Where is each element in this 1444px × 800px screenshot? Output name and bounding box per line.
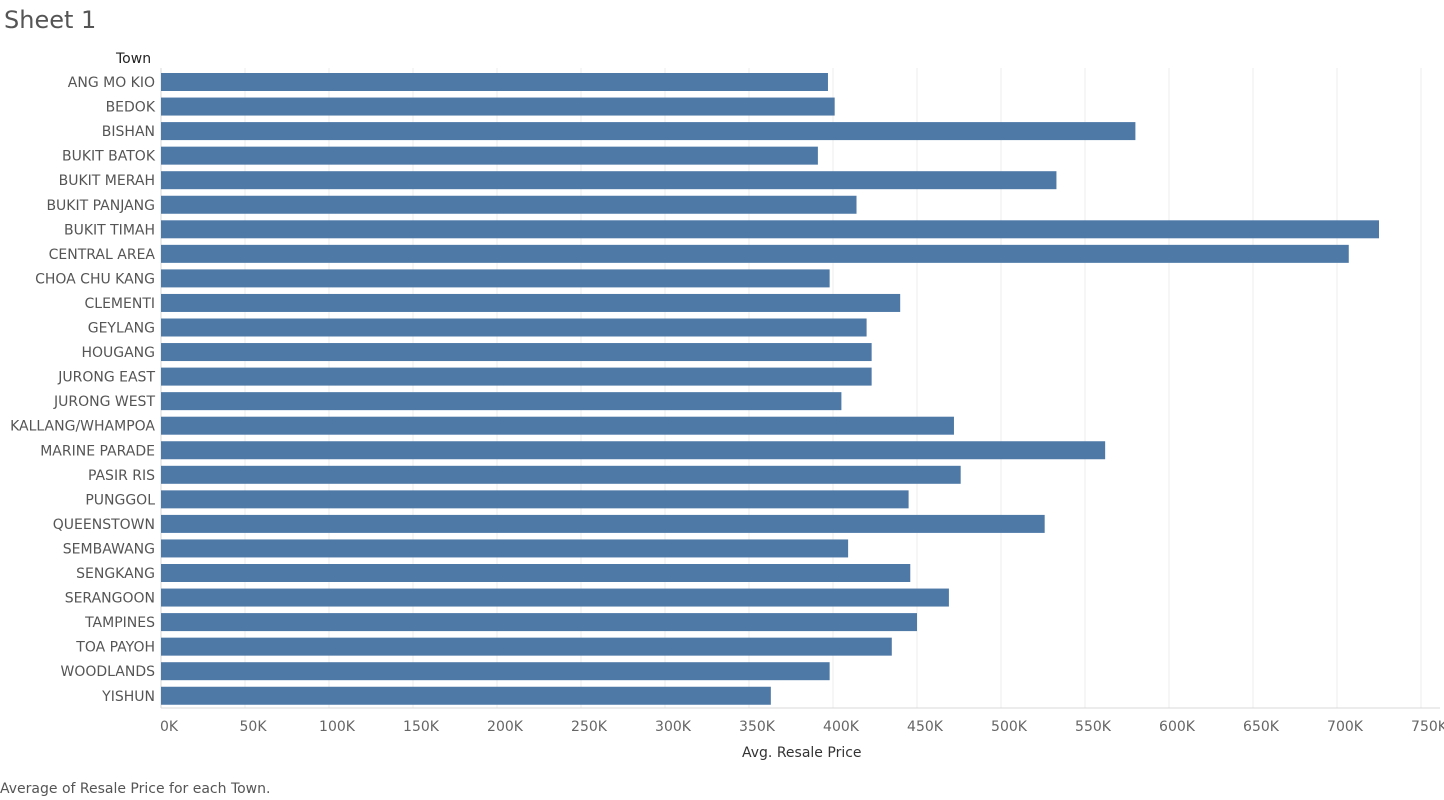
town-label: JURONG EAST <box>57 370 155 386</box>
bar[interactable] <box>161 293 901 312</box>
x-tick-label: 700K <box>1327 719 1364 735</box>
bars <box>161 73 1379 705</box>
bar[interactable] <box>161 416 954 435</box>
x-axis-ticks: 0K 50K 100K 150K 200K 250K 300K 350K 400K 450K 500… <box>160 719 1444 735</box>
town-label: BUKIT BATOK <box>62 149 156 165</box>
town-label: CLEMENTI <box>85 296 156 312</box>
bar[interactable] <box>161 343 872 362</box>
x-tick-label: 600K <box>1159 719 1196 735</box>
x-tick-label: 350K <box>739 719 776 735</box>
bar[interactable] <box>161 564 911 582</box>
x-tick-label: 450K <box>907 719 944 735</box>
town-label: SERANGOON <box>65 591 155 607</box>
bar[interactable] <box>161 122 1136 141</box>
town-label: MARINE PARADE <box>40 443 155 459</box>
town-label: SEMBAWANG <box>63 541 155 557</box>
town-labels: ANG MO KIO BEDOK BISHAN BUKIT BATOK BUKIT ME… <box>10 75 156 705</box>
bar[interactable] <box>161 588 949 607</box>
town-label: TAMPINES <box>84 615 155 631</box>
bar[interactable] <box>161 686 771 705</box>
bar[interactable] <box>161 146 818 165</box>
bar[interactable] <box>161 465 961 484</box>
bar[interactable] <box>161 269 830 288</box>
town-label: JURONG WEST <box>53 394 155 410</box>
bar[interactable] <box>161 613 917 632</box>
bar[interactable] <box>161 171 1057 190</box>
town-label: ANG MO KIO <box>68 75 155 91</box>
bar[interactable] <box>161 514 1045 533</box>
bar[interactable] <box>161 662 830 681</box>
town-label: KALLANG/WHAMPOA <box>10 419 155 435</box>
x-tick-label: 250K <box>571 719 608 735</box>
town-label: GEYLANG <box>88 321 155 337</box>
town-label: BISHAN <box>102 124 155 140</box>
bar[interactable] <box>161 244 1349 263</box>
caption: Average of Resale Price for each Town. <box>0 781 271 797</box>
bar[interactable] <box>161 441 1106 460</box>
town-label: BUKIT PANJANG <box>46 198 155 214</box>
x-tick-label: 750K <box>1411 719 1444 735</box>
x-tick-label: 400K <box>823 719 860 735</box>
x-tick-label: 0K <box>160 719 179 735</box>
bar[interactable] <box>161 195 857 214</box>
bar[interactable] <box>161 73 828 91</box>
x-tick-label: 650K <box>1243 719 1280 735</box>
x-tick-label: 200K <box>487 719 524 735</box>
x-axis-title: Avg. Resale Price <box>742 745 862 761</box>
x-tick-label: 50K <box>240 719 268 735</box>
town-label: HOUGANG <box>81 345 155 361</box>
town-label: PASIR RIS <box>88 468 155 484</box>
sheet-title: Sheet 1 <box>4 6 97 34</box>
bar[interactable] <box>161 392 842 411</box>
town-label: BUKIT MERAH <box>59 173 155 189</box>
bar[interactable] <box>161 637 892 656</box>
bar[interactable] <box>161 367 872 386</box>
bar[interactable] <box>161 220 1379 239</box>
town-label: BEDOK <box>106 100 156 116</box>
town-label: TOA PAYOH <box>75 640 155 656</box>
x-tick-label: 100K <box>319 719 356 735</box>
town-label: BUKIT TIMAH <box>64 222 155 238</box>
town-label: SENGKANG <box>76 566 155 582</box>
row-header-town: Town <box>116 51 152 67</box>
x-tick-label: 500K <box>991 719 1028 735</box>
bar[interactable] <box>161 318 867 337</box>
town-label: YISHUN <box>101 689 155 705</box>
bar[interactable] <box>161 539 849 558</box>
bar[interactable] <box>161 490 909 509</box>
town-label: CENTRAL AREA <box>49 247 156 263</box>
town-label: CHOA CHU KANG <box>35 271 155 287</box>
bar[interactable] <box>161 97 835 116</box>
x-tick-label: 150K <box>403 719 440 735</box>
town-label: QUEENSTOWN <box>53 517 155 533</box>
town-label: WOODLANDS <box>61 664 156 680</box>
town-label: PUNGGOL <box>85 492 155 508</box>
x-tick-label: 300K <box>655 719 692 735</box>
x-tick-label: 550K <box>1075 719 1112 735</box>
